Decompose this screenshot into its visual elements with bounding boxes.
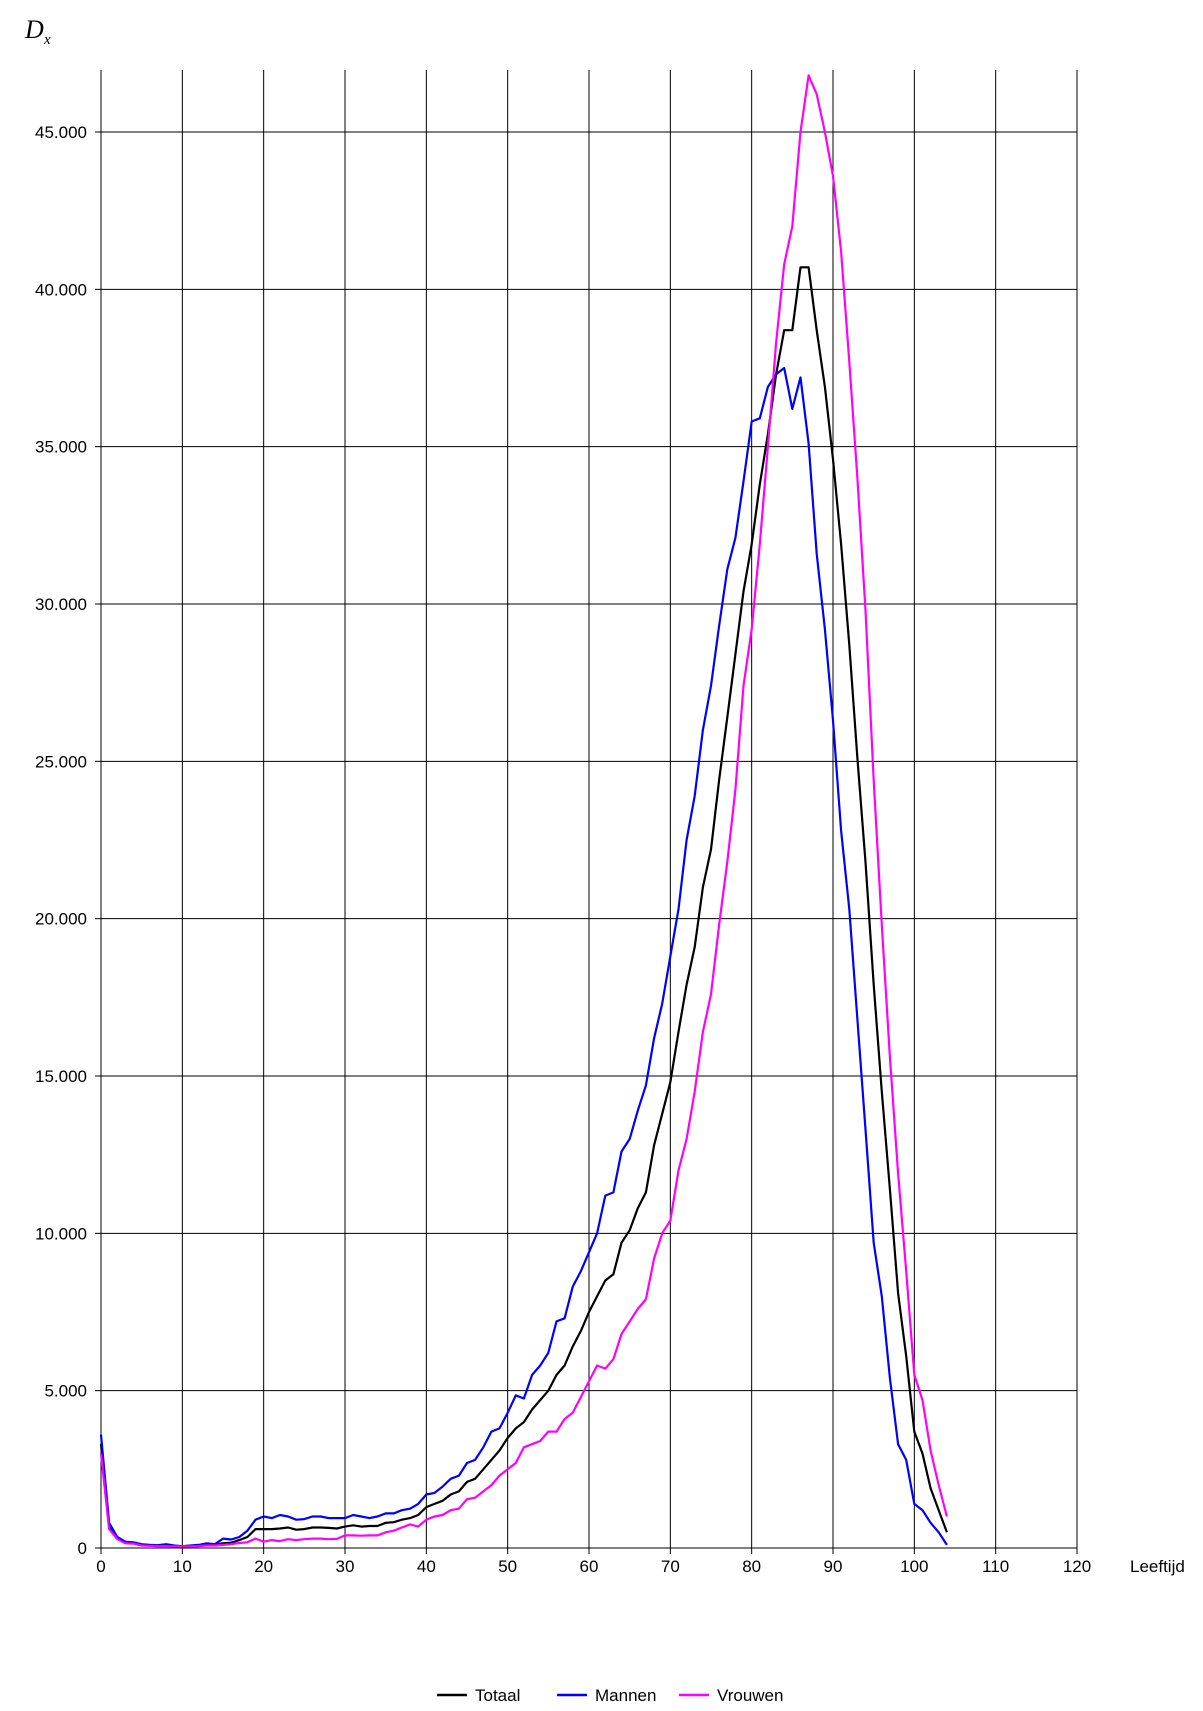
- x-tick-label: 80: [742, 1557, 761, 1576]
- x-tick-label: 90: [824, 1557, 843, 1576]
- series-lines: [99, 74, 948, 1548]
- x-tick-label: 10: [173, 1557, 192, 1576]
- y-tick-label: 35.000: [35, 438, 87, 457]
- y-tick-label: 5.000: [44, 1382, 87, 1401]
- x-tick-label: 50: [498, 1557, 517, 1576]
- legend-label-vrouwen: Vrouwen: [717, 1686, 783, 1705]
- y-axis-title-subscript: x: [43, 32, 51, 48]
- series-line-vrouwen: [99, 74, 948, 1548]
- y-tick-labels: 0 5.000 10.000 15.000 20.000 25.000 30.000 35.0…: [35, 123, 87, 1558]
- y-tick-label: 10.000: [35, 1224, 87, 1243]
- series-line-totaal: [99, 266, 948, 1548]
- series-line-mannen: [99, 366, 948, 1548]
- x-tick-label: 40: [417, 1557, 436, 1576]
- y-tick-label: 25.000: [35, 752, 87, 771]
- legend: Totaal Mannen Vrouwen: [437, 1686, 783, 1705]
- legend-label-mannen: Mannen: [595, 1686, 656, 1705]
- x-tick-label: 30: [336, 1557, 355, 1576]
- x-tick-label: 120: [1063, 1557, 1091, 1576]
- y-tick-label: 45.000: [35, 123, 87, 142]
- x-tick-label: 20: [254, 1557, 273, 1576]
- y-tick-label: 40.000: [35, 280, 87, 299]
- x-axis-title: Leeftijd: [1130, 1557, 1185, 1576]
- x-tick-label: 110: [982, 1557, 1009, 1576]
- y-tick-label: 15.000: [35, 1067, 87, 1086]
- y-tick-label: 30.000: [35, 595, 87, 614]
- x-tick-labels: 0 10 20 30 40 50 60 70 80 90 100 110 120: [96, 1557, 1091, 1576]
- y-tick-label: 0: [78, 1539, 87, 1558]
- legend-label-totaal: Totaal: [475, 1686, 520, 1705]
- horizontal-gridlines: [95, 131, 1077, 1549]
- y-axis-title: D: [24, 15, 44, 44]
- x-tick-label: 0: [96, 1557, 105, 1576]
- y-tick-label: 20.000: [35, 910, 87, 929]
- x-tick-label: 100: [900, 1557, 928, 1576]
- vertical-gridlines: [100, 70, 1078, 1554]
- x-tick-label: 60: [580, 1557, 599, 1576]
- x-tick-label: 70: [661, 1557, 680, 1576]
